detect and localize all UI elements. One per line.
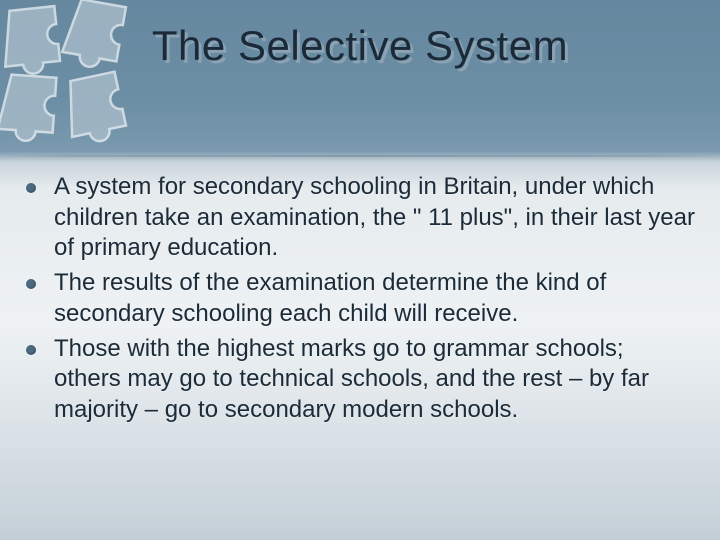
bullet-text: The results of the examination determine… <box>54 268 696 329</box>
divider-line <box>0 155 720 157</box>
list-item: A system for secondary schooling in Brit… <box>26 172 696 264</box>
list-item: The results of the examination determine… <box>26 268 696 329</box>
bullet-text: Those with the highest marks go to gramm… <box>54 334 696 426</box>
bullet-list: A system for secondary schooling in Brit… <box>26 172 696 430</box>
slide-title: The Selective System The Selective Syste… <box>0 22 720 70</box>
bullet-icon <box>26 345 36 355</box>
slide-title-text: The Selective System <box>0 22 720 70</box>
list-item: Those with the highest marks go to gramm… <box>26 334 696 426</box>
bullet-text: A system for secondary schooling in Brit… <box>54 172 696 264</box>
bullet-icon <box>26 183 36 193</box>
bullet-icon <box>26 279 36 289</box>
